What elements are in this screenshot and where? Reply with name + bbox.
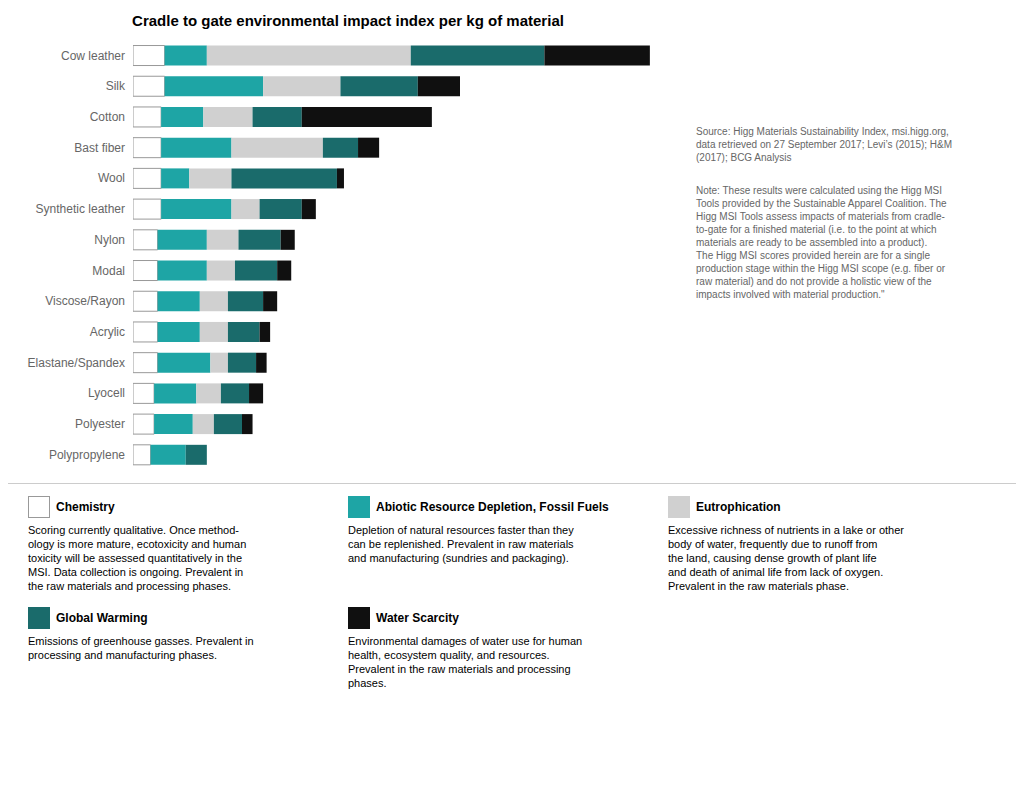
html-text:Eutrophication: Eutrophication [696, 500, 781, 514]
html-text:Emissions of greenhouse gasses: Emissions of greenhouse gasses. Prevalen… [28, 635, 254, 661]
html-text:Note: These results were calcu: Note: These results were calculated usin… [696, 185, 947, 300]
html-text:Abiotic Resource Depletion, Fo: Abiotic Resource Depletion, Fossil Fuels [376, 500, 609, 514]
svg-text:Silk: Silk [106, 79, 126, 93]
svg-text:Cotton: Cotton [90, 110, 125, 124]
svg-text:Synthetic leather: Synthetic leather [36, 202, 125, 216]
svg-text:Lyocell: Lyocell [88, 386, 125, 400]
svg-text:Cow leather: Cow leather [61, 49, 125, 63]
html-text:Cradle to gate environmental i: Cradle to gate environmental impact inde… [132, 12, 564, 29]
html-text:Scoring currently qualitative.: Scoring currently qualitative. Once meth… [28, 524, 247, 592]
svg-text:Modal: Modal [92, 264, 125, 278]
svg-text:Polypropylene: Polypropylene [49, 448, 125, 462]
svg-text:Bast fiber: Bast fiber [74, 141, 125, 155]
html-text:Source: Higg Materials Sustain: Source: Higg Materials Sustainability In… [696, 126, 953, 163]
svg-text:Elastane/Spandex: Elastane/Spandex [28, 356, 125, 370]
html-text:Global Warming: Global Warming [56, 611, 148, 625]
svg-text:Polyester: Polyester [75, 417, 125, 431]
svg-text:Acrylic: Acrylic [90, 325, 125, 339]
svg-text:Nylon: Nylon [94, 233, 125, 247]
html-text:Environmental damages of water: Environmental damages of water use for h… [348, 635, 583, 689]
html-text:Depletion of natural resources: Depletion of natural resources faster th… [348, 524, 574, 564]
html-text:Chemistry: Chemistry [56, 500, 115, 514]
html-text:Water Scarcity: Water Scarcity [376, 611, 459, 625]
svg-text:Wool: Wool [98, 171, 125, 185]
html-text:Excessive richness of nutrient: Excessive richness of nutrients in a lak… [668, 524, 904, 592]
svg-text:Viscose/Rayon: Viscose/Rayon [45, 294, 125, 308]
